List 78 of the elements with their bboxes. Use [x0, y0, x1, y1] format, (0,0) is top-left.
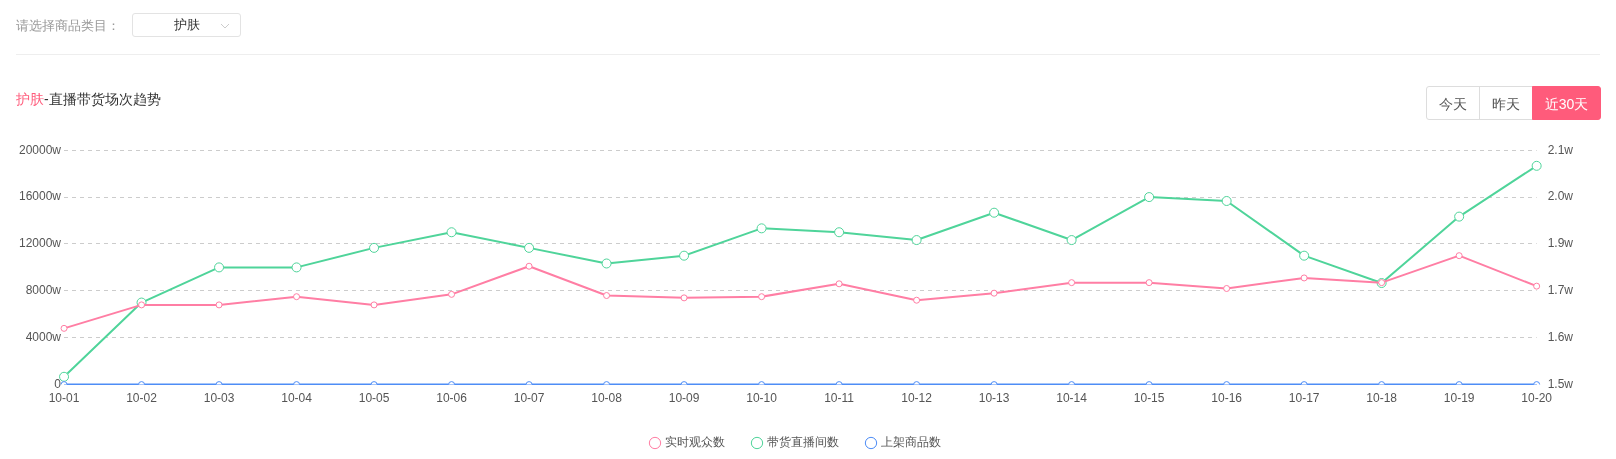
x-tick-label: 10-09 — [668, 391, 700, 406]
point — [758, 293, 766, 301]
point — [1454, 211, 1465, 222]
point — [291, 262, 302, 273]
point — [1531, 160, 1542, 171]
point — [756, 223, 767, 234]
y2-tick-label: 1.9w — [1547, 236, 1574, 251]
point — [913, 296, 921, 304]
point — [370, 301, 378, 309]
x-tick-label: 10-19 — [1443, 391, 1475, 406]
point — [1066, 235, 1077, 246]
point — [990, 289, 998, 297]
legend-label: 实时观众数 — [665, 435, 725, 450]
y-tick-label: 12000w — [18, 236, 62, 251]
x-tick-label: 10-13 — [978, 391, 1010, 406]
point — [525, 262, 533, 270]
point — [1300, 274, 1308, 282]
legend-label: 上架商品数 — [881, 435, 941, 450]
point — [601, 258, 612, 269]
x-tick-label: 10-03 — [203, 391, 235, 406]
y2-tick-label: 2.1w — [1547, 142, 1574, 157]
point — [214, 262, 225, 273]
y2-tick-label: 2.0w — [1547, 189, 1574, 204]
text: 昨天 — [1479, 86, 1533, 120]
x-tick-label: 10-20 — [1521, 391, 1553, 406]
point — [448, 290, 456, 298]
x-tick-label: 10-07 — [513, 391, 545, 406]
y2-tick-label: 1.6w — [1547, 330, 1574, 345]
x-tick-label: 10-06 — [436, 391, 468, 406]
y-tick-label: 16000w — [18, 189, 62, 204]
y-tick-label: 4000w — [25, 330, 62, 345]
y-tick-label: 0 — [54, 376, 62, 391]
point — [603, 292, 611, 300]
point — [1068, 279, 1076, 287]
point — [524, 242, 535, 253]
text: 近30天 — [1532, 86, 1601, 120]
text: 请选择商品类目： — [16, 17, 120, 35]
text: 护肤 — [132, 13, 241, 37]
point — [138, 301, 146, 309]
x-tick-label: 10-16 — [1211, 391, 1243, 406]
point — [1221, 195, 1232, 206]
point — [989, 207, 1000, 218]
point — [835, 280, 843, 288]
x-tick-label: 10-10 — [746, 391, 778, 406]
point — [911, 235, 922, 246]
x-tick-label: 10-18 — [1366, 391, 1398, 406]
x-tick-label: 10-15 — [1133, 391, 1165, 406]
point — [1299, 250, 1310, 261]
point — [446, 227, 457, 238]
x-tick-label: 10-04 — [281, 391, 313, 406]
point — [1533, 282, 1541, 290]
point — [679, 250, 690, 261]
x-tick-label: 10-12 — [901, 391, 933, 406]
point — [215, 301, 223, 309]
point — [369, 242, 380, 253]
point — [60, 324, 68, 332]
legend-label: 带货直播间数 — [767, 435, 839, 450]
x-tick-label: 10-08 — [591, 391, 623, 406]
x-tick-label: 10-05 — [358, 391, 390, 406]
point — [1223, 285, 1231, 292]
point — [834, 227, 845, 238]
chart-title: 护肤-直播带货场次趋势 — [16, 91, 161, 109]
x-tick-label: 10-14 — [1056, 391, 1088, 406]
y2-tick-label: 1.5w — [1547, 376, 1574, 391]
y2-tick-label: 1.7w — [1547, 283, 1574, 298]
x-tick-label: 10-01 — [48, 391, 80, 406]
point — [680, 294, 688, 302]
y-tick-label: 20000w — [18, 142, 62, 157]
y-tick-label: 8000w — [25, 283, 62, 298]
x-tick-label: 10-02 — [126, 391, 158, 406]
point — [293, 293, 301, 301]
x-tick-label: 10-17 — [1288, 391, 1320, 406]
text: 今天 — [1426, 86, 1480, 120]
point — [1455, 252, 1463, 260]
point — [59, 371, 70, 382]
point — [1144, 192, 1155, 203]
x-tick-label: 10-11 — [824, 391, 855, 406]
point — [1145, 279, 1153, 287]
